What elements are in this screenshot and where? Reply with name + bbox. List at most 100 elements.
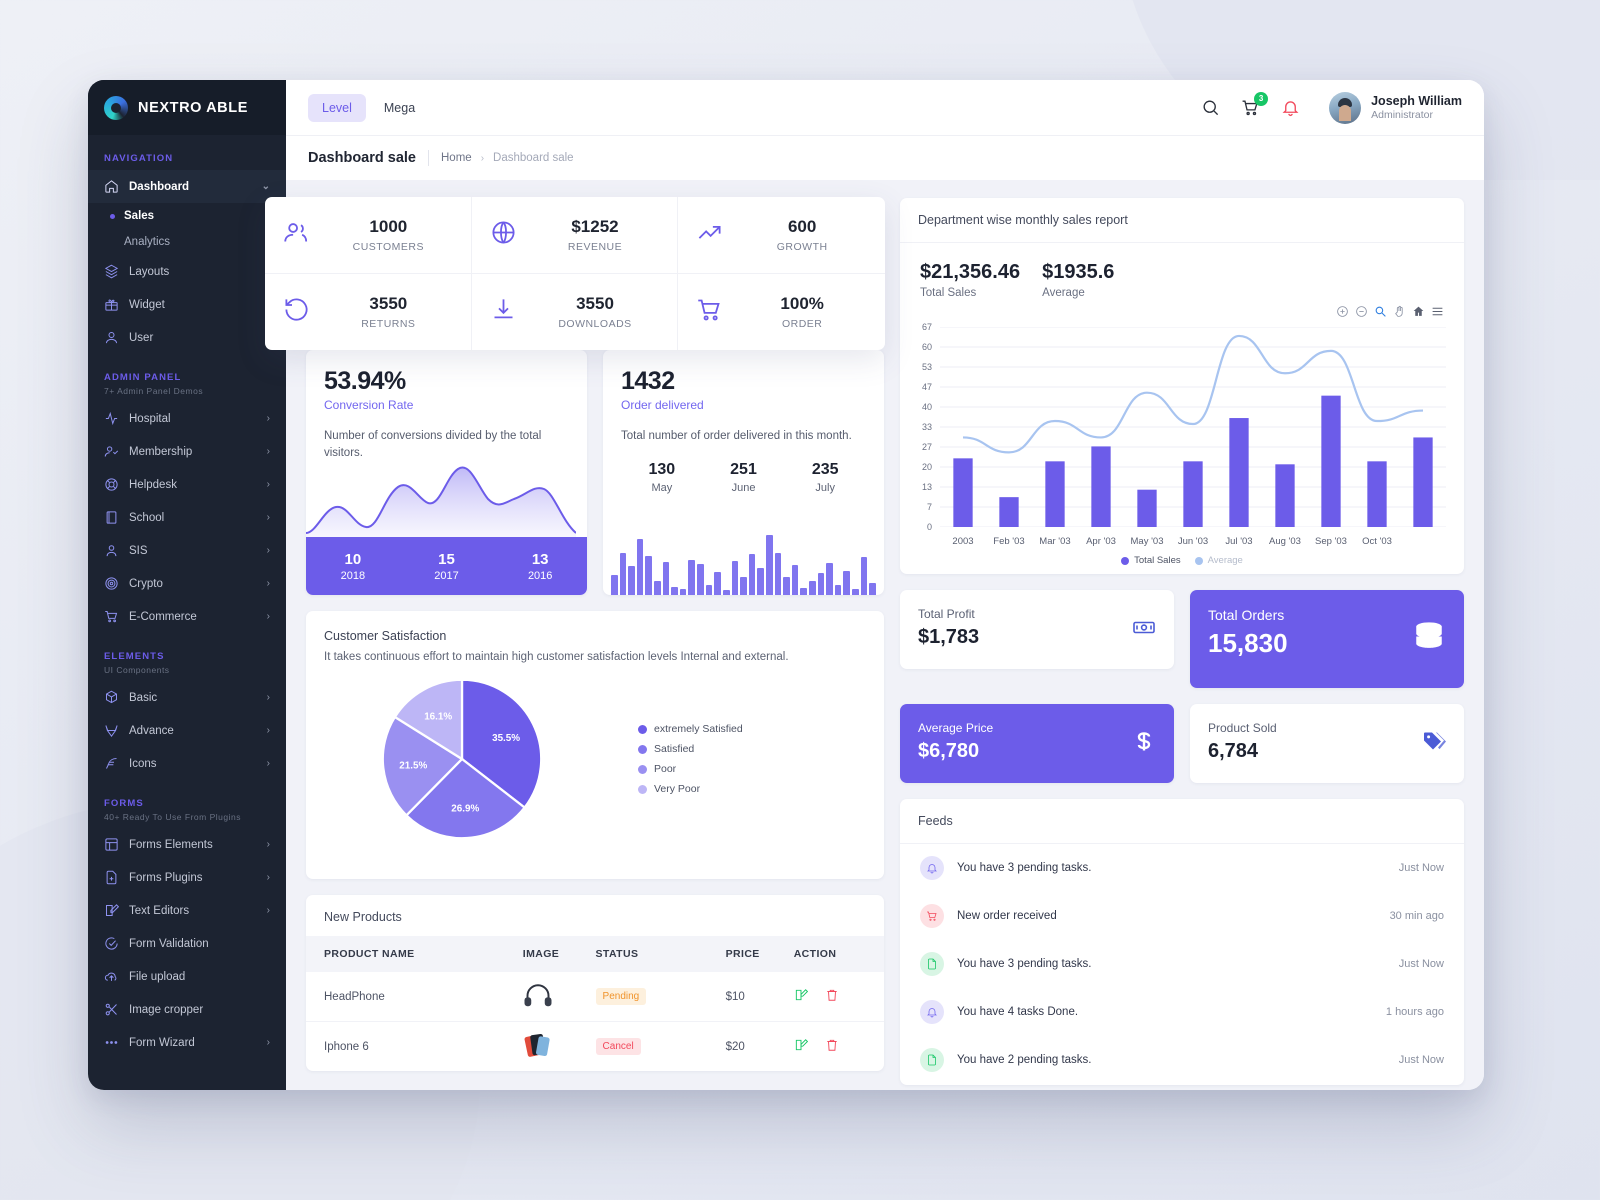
user-icon: [104, 543, 119, 558]
conversion-year-label: 2017: [434, 569, 459, 582]
new-products-table: PRODUCT NAME IMAGE STATUS PRICE ACTION H…: [306, 936, 884, 1071]
sidebar-item-user[interactable]: User ›: [88, 321, 286, 354]
sidebar-item-basic[interactable]: Basic ›: [88, 681, 286, 714]
mini-bar: [628, 565, 635, 595]
app-window: NEXTRO ABLE NAVIGATION Dashboard ⌄ Sales…: [88, 80, 1484, 1090]
sidebar-item-sis[interactable]: SIS ›: [88, 534, 286, 567]
sidebar-item-advance[interactable]: Advance ›: [88, 714, 286, 747]
sidebar-item-widget[interactable]: Widget ›: [88, 288, 286, 321]
sidebar-item-form-wizard[interactable]: Form Wizard ›: [88, 1026, 286, 1059]
tab-level[interactable]: Level: [308, 93, 366, 122]
sidebar-item-form-validation[interactable]: Form Validation: [88, 927, 286, 960]
lifebuoy-icon: [104, 477, 119, 492]
bell-icon[interactable]: [1281, 98, 1301, 118]
sidebar-item-label: File upload: [129, 970, 186, 983]
total-sales-value: $21,356.46: [920, 261, 1021, 283]
stats-panel: 1000 CUSTOMERS $1252 REVENUE 600 GROWTH …: [265, 197, 885, 350]
menu-icon[interactable]: [1431, 305, 1444, 323]
line-series: [962, 334, 1424, 454]
feed-item[interactable]: New order received 30 min ago: [900, 892, 1464, 940]
conversion-year-item: 13 2016: [493, 551, 587, 582]
x-tick-label: Jul '03: [1225, 536, 1253, 547]
sidebar-item-label: Helpdesk: [129, 478, 177, 491]
average-label: Average: [1042, 287, 1085, 299]
left-column: 53.94% Conversion Rate Number of convers…: [306, 198, 884, 1071]
satisfaction-title: Customer Satisfaction: [324, 629, 447, 643]
brand-header[interactable]: NEXTRO ABLE: [88, 80, 286, 135]
trash-icon[interactable]: [825, 1039, 839, 1055]
trash-icon[interactable]: [825, 989, 839, 1005]
table-row[interactable]: HeadPhone Pending $10: [306, 972, 884, 1022]
feed-item[interactable]: You have 4 tasks Done. 1 hours ago: [900, 988, 1464, 1036]
reset-zoom-icon[interactable]: [1412, 305, 1425, 323]
sidebar-item-school[interactable]: School ›: [88, 501, 286, 534]
sidebar-item-membership[interactable]: Membership ›: [88, 435, 286, 468]
feed-item[interactable]: You have 2 pending tasks. Just Now: [900, 1036, 1464, 1084]
sidebar-item-text-editors[interactable]: Text Editors ›: [88, 894, 286, 927]
total-sales-block: $21,356.46 Total Sales: [920, 261, 1020, 299]
feed-text: You have 2 pending tasks.: [957, 1054, 1092, 1066]
stat-text: 1000 CUSTOMERS: [324, 217, 453, 253]
stat-value: 3550: [369, 294, 408, 313]
user-menu[interactable]: Joseph William Administrator: [1329, 91, 1462, 124]
chevron-right-icon: ›: [266, 839, 270, 850]
sidebar-item-dashboard[interactable]: Dashboard ⌄: [88, 170, 286, 203]
table-row[interactable]: Iphone 6 Cancel $20: [306, 1021, 884, 1071]
sidebar-item-layouts[interactable]: Layouts ›: [88, 255, 286, 288]
x-tick-label: 2003: [952, 536, 974, 547]
cell-image: [522, 972, 596, 1022]
feed-item[interactable]: You have 3 pending tasks. Just Now: [900, 844, 1464, 892]
chevron-right-icon: ›: [266, 413, 270, 424]
cell-action: [793, 1021, 884, 1071]
sidebar-item-icons[interactable]: Icons ›: [88, 747, 286, 780]
sidebar-item-forms-plugins[interactable]: Forms Plugins ›: [88, 861, 286, 894]
sidebar-caption-forms: FORMS 40+ Ready To Use From Plugins: [88, 780, 286, 828]
feeds-card: Feeds You have 3 pending tasks. Just Now…: [900, 799, 1464, 1085]
breadcrumb-home[interactable]: Home: [441, 152, 472, 164]
sidebar-item-ecommerce[interactable]: E-Commerce ›: [88, 600, 286, 633]
edit-icon[interactable]: [794, 1039, 808, 1055]
conversion-rate-label: Conversion Rate: [324, 398, 414, 412]
caption-text: ELEMENTS: [104, 651, 165, 662]
sidebar-item-file-upload[interactable]: File upload: [88, 960, 286, 993]
conversion-rate-card: 53.94% Conversion Rate Number of convers…: [306, 350, 587, 595]
satisfaction-desc: It takes continuous effort to maintain h…: [324, 651, 789, 663]
feed-item[interactable]: You have 3 pending tasks. Just Now: [900, 940, 1464, 988]
legend-item[interactable]: Total Sales: [1121, 555, 1181, 566]
sidebar-item-crypto[interactable]: Crypto ›: [88, 567, 286, 600]
sidebar-item-analytics[interactable]: Analytics: [88, 229, 286, 255]
sidebar-item-forms-elements[interactable]: Forms Elements ›: [88, 828, 286, 861]
caption-subtext: 40+ Ready To Use From Plugins: [104, 812, 241, 822]
sidebar-item-label: Crypto: [129, 577, 163, 590]
sidebar-item-sales[interactable]: Sales: [88, 203, 286, 229]
more-horizontal-icon: [104, 1035, 119, 1050]
feed-time: Just Now: [1398, 1054, 1444, 1066]
selection-zoom-icon[interactable]: [1374, 305, 1387, 323]
sidebar-item-label: School: [129, 511, 165, 524]
cell-status: Cancel: [595, 1021, 726, 1071]
sidebar-item-helpdesk[interactable]: Helpdesk ›: [88, 468, 286, 501]
search-icon[interactable]: [1201, 98, 1221, 118]
table-body: HeadPhone Pending $10 Iphone 6 Cancel $2…: [306, 972, 884, 1071]
zoom-out-icon[interactable]: [1355, 305, 1368, 323]
tab-mega[interactable]: Mega: [383, 100, 416, 115]
cell-product-name: Iphone 6: [306, 1021, 523, 1071]
feed-time: Just Now: [1398, 862, 1444, 874]
zoom-in-icon[interactable]: [1336, 305, 1349, 323]
edit-icon[interactable]: [794, 989, 808, 1005]
feed-item[interactable]: New order received 4 hours ago: [900, 1084, 1464, 1085]
avatar: [1329, 91, 1362, 124]
cart-icon[interactable]: 3: [1241, 91, 1269, 118]
sidebar-nav[interactable]: NAVIGATION Dashboard ⌄ Sales Analytics L…: [88, 135, 286, 1090]
panning-icon[interactable]: [1393, 305, 1406, 323]
mini-bar: [869, 582, 876, 595]
chevron-right-icon: ›: [266, 611, 270, 622]
month-value: 251: [730, 460, 757, 478]
sidebar-item-label: Forms Elements: [129, 838, 213, 851]
summary-cards-row: 53.94% Conversion Rate Number of convers…: [306, 350, 884, 595]
sidebar-item-hospital[interactable]: Hospital ›: [88, 402, 286, 435]
caption-text: ADMIN PANEL: [104, 372, 182, 383]
x-tick-label: Apr '03: [1086, 536, 1116, 547]
legend-item[interactable]: Average: [1194, 555, 1243, 566]
sidebar-item-image-cropper[interactable]: Image cropper: [88, 993, 286, 1026]
